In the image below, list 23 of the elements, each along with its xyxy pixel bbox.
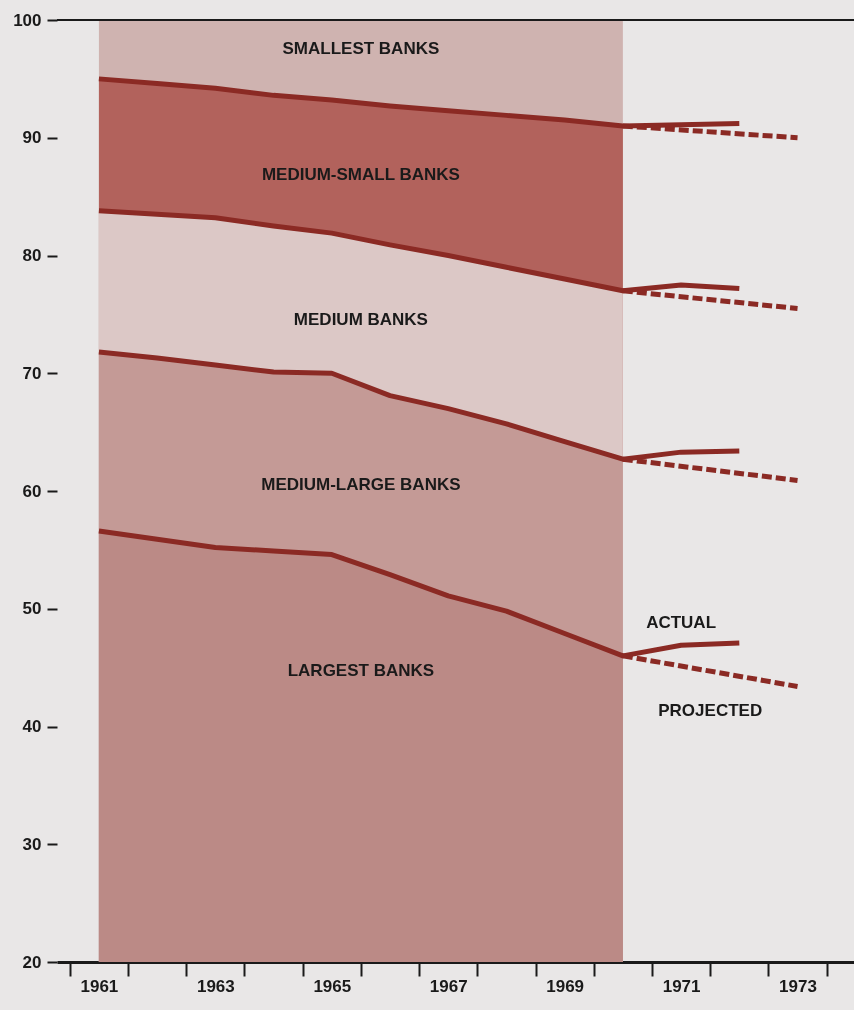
series-label: SMALLEST BANKS (282, 39, 440, 59)
series-label: MEDIUM-LARGE BANKS (261, 475, 461, 495)
annotation: PROJECTED (658, 701, 763, 721)
y-tick-label: 20 (22, 952, 42, 972)
x-tick-label: 1967 (429, 976, 468, 996)
x-tick-label: 1963 (196, 976, 235, 996)
x-tick-label: 1961 (80, 976, 119, 996)
y-tick-label: 30 (22, 834, 42, 854)
x-tick-label: 1973 (779, 976, 817, 996)
y-tick-label: 40 (22, 717, 42, 736)
series-label: MEDIUM-SMALL BANKS (261, 165, 460, 185)
series-label: LARGEST BANKS (287, 661, 435, 681)
x-tick-label: 1965 (313, 976, 352, 996)
x-tick-label: 1969 (546, 976, 585, 996)
annotation: ACTUAL (646, 613, 717, 633)
y-tick-label: 60 (22, 481, 42, 501)
y-tick-label: 100 (13, 10, 42, 30)
series-label: MEDIUM BANKS (293, 310, 428, 330)
y-tick-label: 70 (22, 363, 42, 383)
y-tick-label: 80 (22, 246, 42, 265)
x-tick-label: 1971 (662, 976, 701, 996)
y-tick-label: 90 (22, 128, 42, 148)
y-tick-label: 50 (22, 599, 42, 619)
